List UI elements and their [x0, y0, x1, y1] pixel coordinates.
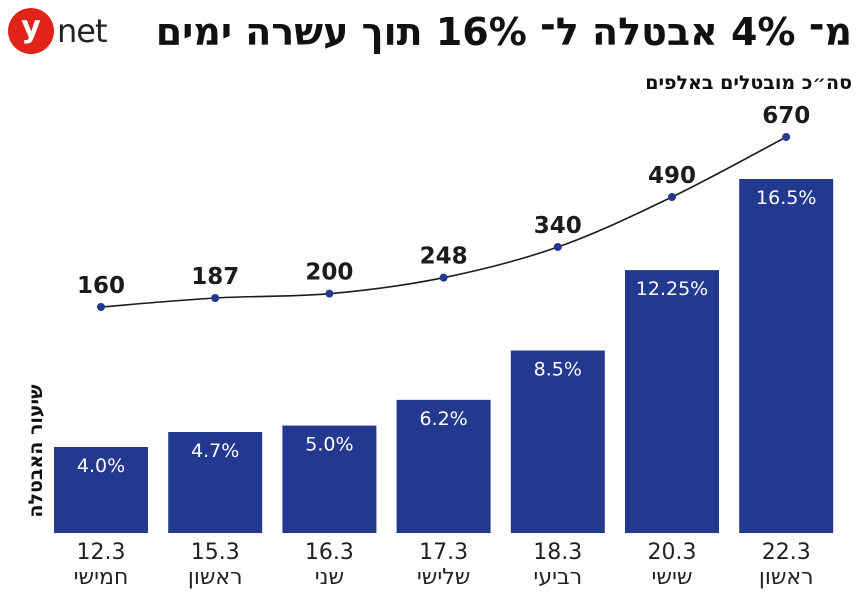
line-value-label-5: 490	[648, 163, 696, 189]
bar-4	[510, 350, 605, 533]
x-tick-date-4: 18.3	[533, 540, 582, 565]
x-tick-date-1: 15.3	[191, 540, 240, 565]
x-tick-date-2: 16.3	[305, 540, 354, 565]
bar-6	[739, 179, 834, 533]
x-tick-day-5: שישי	[651, 565, 692, 590]
bar-value-label-5: 12.25%	[636, 278, 708, 300]
x-tick-day-6: ראשון	[759, 565, 814, 590]
bar-value-label-1: 4.7%	[191, 440, 239, 462]
line-series-label: סה״כ מובטלים באלפים	[645, 72, 852, 94]
line-point-0	[97, 303, 105, 311]
x-tick-date-0: 12.3	[77, 540, 126, 565]
line-value-label-6: 670	[762, 103, 810, 129]
bar-value-label-3: 6.2%	[419, 408, 467, 430]
x-tick-date-3: 17.3	[419, 540, 468, 565]
bar-value-label-4: 8.5%	[534, 359, 582, 381]
bar-1	[168, 431, 263, 533]
line-point-5	[668, 193, 676, 201]
line-point-4	[553, 243, 562, 251]
bar-value-label-6: 16.5%	[756, 187, 816, 209]
ynet-logo[interactable]: y net	[8, 6, 128, 56]
x-tick-day-4: רביעי	[533, 565, 582, 590]
x-tick-day-1: ראשון	[188, 565, 243, 590]
line-value-label-2: 200	[305, 260, 353, 286]
line-value-label-0: 160	[77, 273, 125, 299]
logo-mark: y	[8, 8, 54, 54]
logo-text: net	[57, 12, 108, 50]
line-point-2	[325, 289, 334, 298]
line-point-6	[782, 133, 791, 141]
bar-5	[625, 270, 719, 533]
bar-3	[396, 399, 491, 533]
bar-0	[54, 447, 148, 533]
x-tick-date-6: 22.3	[762, 540, 811, 565]
line-value-label-4: 340	[534, 213, 582, 239]
bar-value-label-0: 4.0%	[77, 455, 125, 477]
bar-2	[282, 425, 377, 533]
line-value-label-3: 248	[420, 244, 468, 270]
bar-value-label-2: 5.0%	[305, 434, 353, 456]
x-tick-day-2: שני	[315, 565, 344, 590]
line-group: 160 187 200 248 340 490 670	[77, 103, 810, 311]
line-point-3	[439, 273, 448, 282]
x-tick-day-0: חמישי	[74, 565, 129, 590]
chart-title: מ־ 4% אבטלה ל־ 16% תוך עשרה ימים	[155, 10, 852, 54]
x-axis-labels: 12.3חמישי15.3ראשון16.3שני17.3שלישי18.3רב…	[74, 540, 814, 590]
bars-group: 4.0% 4.7% 5.0% 6.2% 8.5% 12.25% 16.5%	[54, 179, 834, 533]
line-value-label-1: 187	[191, 264, 239, 290]
x-tick-day-3: שלישי	[417, 565, 471, 590]
line-point-1	[211, 294, 220, 302]
x-tick-date-5: 20.3	[648, 540, 697, 565]
